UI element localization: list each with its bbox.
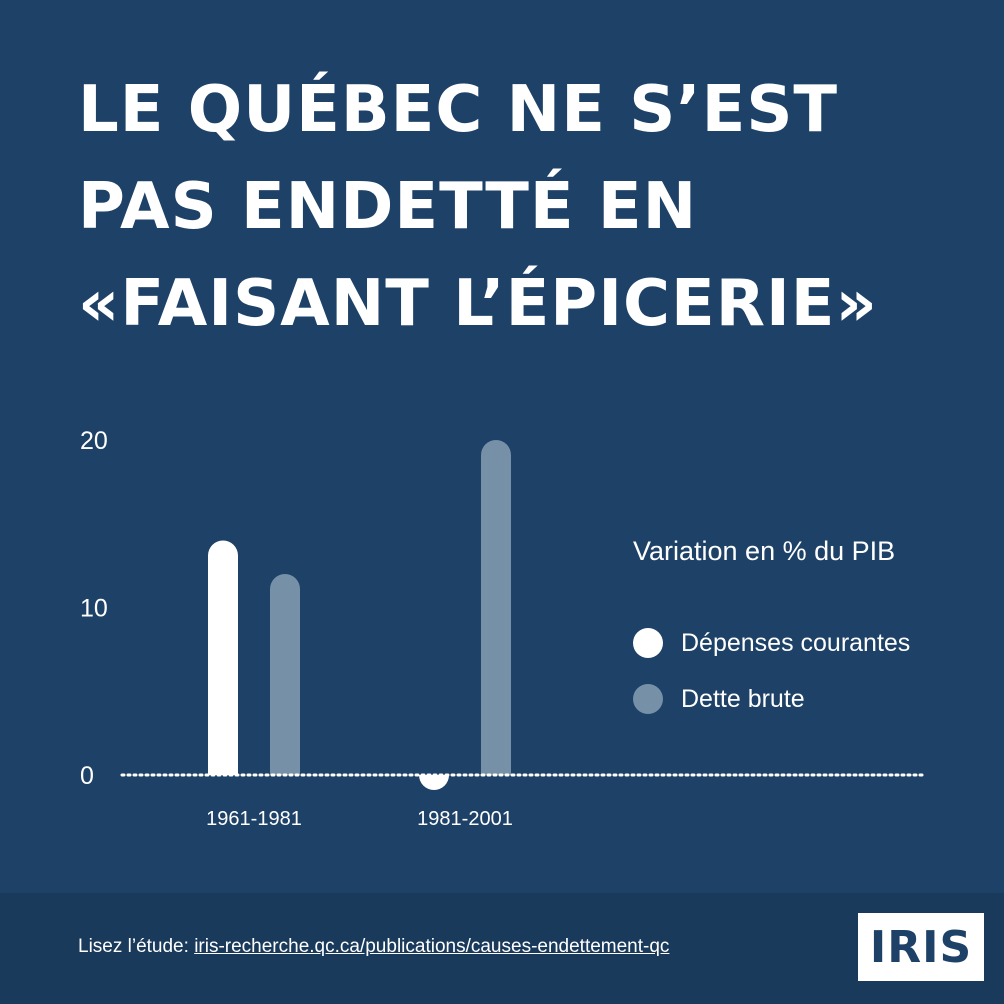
legend-label-dette: Dette brute: [681, 684, 805, 713]
y-tick-label-20: 20: [80, 427, 108, 455]
legend-title: Variation en % du PIB: [633, 536, 896, 566]
bar-dette-1981-2001: [481, 440, 511, 775]
iris-logo: IRIS: [858, 913, 984, 981]
legend-item-depenses: Dépenses courantes: [633, 627, 910, 659]
bar-depenses-1961-1981: [208, 540, 238, 775]
y-tick-label-10: 10: [80, 595, 108, 623]
legend-item-dette: Dette brute: [633, 683, 805, 715]
bar-chart: 20 10 0 1961-1981 1981-2001: [80, 427, 927, 830]
legend-label-depenses: Dépenses courantes: [681, 628, 911, 657]
bar-dette-1961-1981: [270, 574, 300, 775]
legend-dot-dette: [633, 684, 663, 714]
title-line-1: LE QUÉBEC NE S’EST: [78, 73, 839, 147]
footer-prefix: Lisez l’étude:: [78, 936, 195, 957]
footer-bar: [0, 893, 1004, 1004]
footer-text: Lisez l’étude: iris-recherche.qc.ca/publ…: [78, 936, 669, 958]
logo-text: IRIS: [869, 921, 973, 973]
title-line-3: «FAISANT L’ÉPICERIE»: [78, 267, 878, 341]
legend-dot-depenses: [633, 628, 663, 658]
title-line-2: PAS ENDETTÉ EN: [78, 170, 698, 244]
page-title: LE QUÉBEC NE S’EST PAS ENDETTÉ EN «FAISA…: [78, 62, 978, 353]
bar-depenses-1981-2001: [419, 775, 449, 790]
y-tick-label-0: 0: [80, 762, 94, 790]
x-tick-label-1981-2001: 1981-2001: [417, 808, 513, 830]
x-tick-label-1961-1981: 1961-1981: [206, 808, 302, 830]
study-link[interactable]: iris-recherche.qc.ca/publications/causes…: [194, 936, 670, 957]
